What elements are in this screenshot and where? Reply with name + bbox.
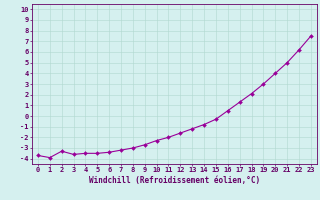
X-axis label: Windchill (Refroidissement éolien,°C): Windchill (Refroidissement éolien,°C) <box>89 176 260 185</box>
